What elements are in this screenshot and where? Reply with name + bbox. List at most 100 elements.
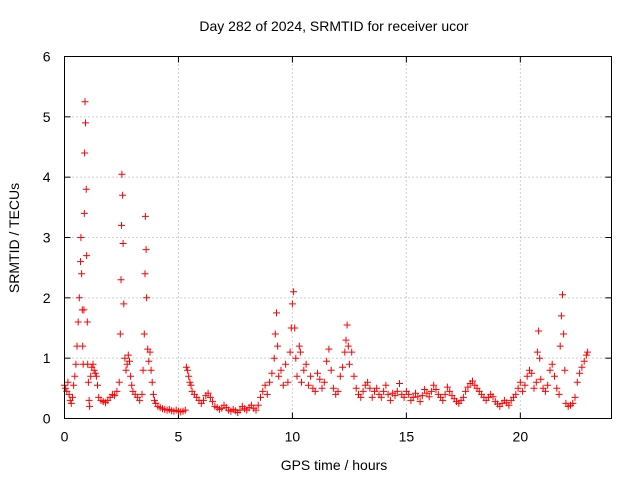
data-point (342, 336, 350, 344)
data-point (200, 396, 207, 404)
data-point (560, 330, 568, 338)
data-point (366, 384, 374, 392)
data-point (119, 191, 127, 199)
data-point (535, 327, 543, 335)
data-point (393, 387, 401, 395)
y-tick-label: 0 (43, 411, 51, 427)
y-axis-label: SRMTID / TECUs (6, 183, 22, 293)
data-point (469, 377, 476, 385)
data-point (82, 119, 89, 127)
data-point (391, 392, 399, 400)
data-point (67, 399, 75, 407)
chart-title: Day 282 of 2024, SRMTID for receiver uco… (199, 18, 469, 34)
data-point (149, 390, 157, 398)
data-point (412, 389, 419, 397)
data-point (142, 246, 150, 254)
data-point (78, 270, 86, 278)
data-point (84, 378, 92, 386)
data-point (418, 392, 426, 400)
data-point (348, 348, 356, 356)
data-point (254, 401, 262, 409)
y-tick-label: 6 (43, 49, 51, 65)
data-point (259, 387, 267, 395)
data-point (384, 390, 392, 398)
data-point (136, 396, 144, 404)
data-point (187, 381, 195, 389)
data-point (139, 366, 147, 374)
data-point (311, 387, 319, 395)
data-point (512, 390, 520, 398)
x-tick-label: 15 (399, 429, 415, 445)
data-point (209, 398, 217, 406)
x-tick-label: 10 (285, 429, 301, 445)
data-point (252, 406, 260, 414)
data-point (288, 300, 296, 308)
data-point (126, 357, 133, 365)
data-point (70, 381, 78, 389)
data-point (425, 393, 433, 401)
data-point (584, 348, 592, 356)
data-point (364, 378, 372, 386)
data-point (439, 396, 447, 404)
data-point (580, 357, 588, 365)
x-tick-label: 5 (175, 429, 183, 445)
data-point (116, 330, 124, 338)
data-point (298, 378, 305, 386)
data-point (141, 270, 149, 278)
data-point (546, 366, 554, 374)
data-point (117, 276, 125, 284)
data-point (432, 386, 440, 393)
data-point (182, 363, 190, 371)
data-point (89, 360, 97, 368)
data-point (561, 366, 569, 374)
data-point (64, 378, 72, 386)
data-point (329, 384, 337, 392)
data-point (279, 381, 287, 389)
data-point (323, 357, 331, 365)
data-point (185, 372, 193, 380)
data-point (77, 234, 85, 241)
data-point (277, 366, 285, 374)
data-point (345, 360, 353, 368)
data-point (94, 381, 101, 389)
data-point (69, 393, 76, 401)
data-point (344, 342, 352, 350)
data-point (122, 366, 130, 374)
data-point (81, 149, 89, 157)
data-point (186, 378, 194, 386)
y-tick-label: 5 (43, 109, 51, 125)
data-point (334, 387, 342, 395)
data-point (380, 387, 388, 395)
data-point (206, 393, 214, 401)
data-point (569, 399, 577, 407)
data-point (204, 389, 212, 397)
data-point (573, 378, 581, 386)
data-point (325, 345, 333, 353)
data-point (551, 372, 558, 380)
data-point (147, 366, 155, 374)
data-point (576, 369, 584, 377)
data-point (91, 369, 99, 377)
y-tick-labels: 0 1 2 3 4 5 6 (43, 49, 51, 427)
data-point (75, 294, 83, 302)
data-point (92, 372, 100, 380)
x-tick-labels: 0 5 10 15 20 (61, 429, 529, 445)
y-tick-label: 4 (43, 169, 51, 185)
data-points (61, 98, 592, 416)
data-point (79, 342, 87, 350)
data-point (382, 381, 390, 389)
data-point (532, 378, 540, 386)
data-point (548, 360, 556, 368)
data-point (128, 381, 136, 389)
data-point (559, 291, 566, 299)
data-point (80, 209, 88, 217)
data-point (268, 369, 276, 377)
data-point (537, 375, 545, 383)
data-point (421, 386, 429, 393)
data-point (86, 402, 94, 410)
data-point (352, 384, 360, 392)
data-point (151, 396, 158, 404)
data-point (83, 252, 91, 260)
data-point (85, 396, 93, 404)
